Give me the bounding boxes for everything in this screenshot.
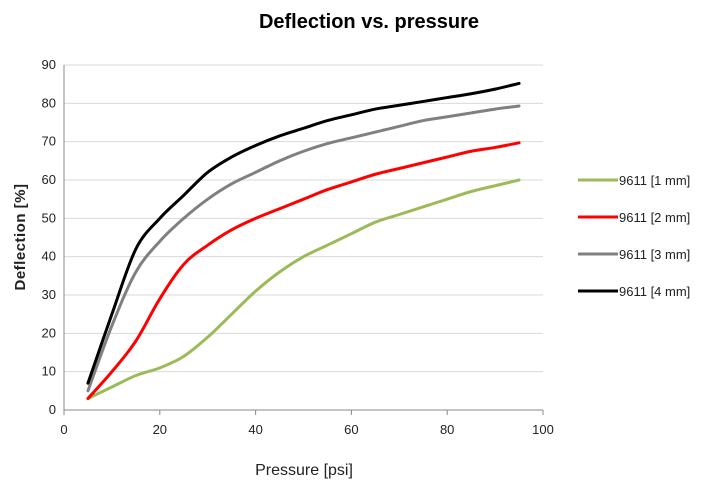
axes: [63, 65, 544, 415]
legend-label-9611-3-mm: 9611 [3 mm]: [619, 247, 690, 262]
x-tick-label: 0: [60, 422, 67, 437]
y-tick-label: 60: [42, 172, 56, 187]
gridlines: [64, 64, 543, 373]
series-line-9611-3-mm: [86, 104, 521, 393]
legend-label-9611-2-mm: 9611 [2 mm]: [619, 210, 690, 225]
x-tick-label: 60: [344, 422, 358, 437]
y-tick-label: 10: [42, 364, 56, 379]
series-lines: [86, 81, 521, 400]
x-tick-label: 20: [153, 422, 167, 437]
x-tick-label: 40: [248, 422, 262, 437]
series-line-9611-4-mm: [86, 81, 521, 385]
series-line-9611-2-mm: [86, 141, 521, 400]
legend-label-9611-4-mm: 9611 [4 mm]: [619, 284, 690, 299]
legend: 9611 [1 mm] 9611 [2 mm] 9611 [3 mm] 9611 [4…: [578, 173, 690, 299]
tick-labels: 0 10 20 30 40 50 60 70 80 90 0 20 40 60 80 100: [42, 57, 554, 437]
chart-title: Deflection vs. pressure: [259, 11, 479, 33]
y-tick-label: 50: [42, 210, 56, 225]
y-tick-label: 30: [42, 287, 56, 302]
y-tick-label: 0: [49, 402, 56, 417]
y-tick-label: 90: [42, 57, 56, 72]
y-tick-label: 20: [42, 325, 56, 340]
x-tick-label: 100: [532, 422, 554, 437]
legend-label-9611-1-mm: 9611 [1 mm]: [619, 173, 690, 188]
y-tick-label: 40: [42, 249, 56, 264]
y-axis-label: Deflection [%]: [12, 183, 29, 290]
series-line-9611-1-mm: [86, 178, 521, 400]
x-tick-label: 80: [440, 422, 454, 437]
y-tick-label: 80: [42, 95, 56, 110]
x-axis-label: Pressure [psi]: [255, 462, 353, 479]
y-tick-label: 70: [42, 134, 56, 149]
